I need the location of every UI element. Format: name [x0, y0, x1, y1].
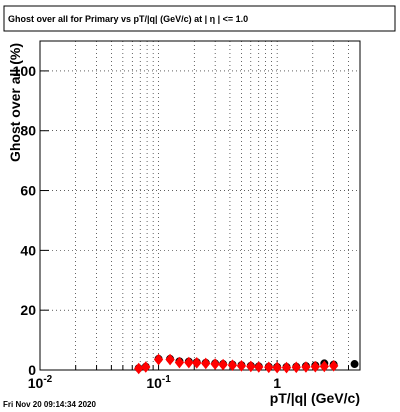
data-point	[141, 361, 151, 373]
data-point	[192, 357, 202, 369]
x-tick-base: 10	[28, 375, 44, 391]
y-tick-label: 0	[28, 362, 36, 378]
x-tick-exponent: -2	[43, 374, 52, 385]
data-point	[264, 361, 274, 374]
data-point	[227, 359, 238, 372]
data-point	[153, 353, 164, 366]
y-tick-label: 40	[20, 242, 36, 258]
y-axis-title: Ghost over all (%)	[7, 43, 23, 162]
data-point	[350, 360, 359, 369]
data-point	[184, 356, 194, 369]
data-point	[210, 358, 220, 370]
data-point	[174, 356, 185, 369]
y-tick-label: 100	[13, 63, 37, 79]
data-point	[319, 360, 329, 373]
data-point	[218, 358, 228, 371]
y-tick-label: 80	[20, 123, 36, 139]
x-tick-label: 10-1	[146, 374, 171, 391]
data-point	[281, 361, 292, 374]
data-point	[291, 361, 301, 374]
x-tick-label: 1	[273, 375, 281, 391]
title-box	[3, 5, 396, 32]
x-tick-exponent: -1	[162, 374, 171, 385]
data-point	[301, 361, 311, 373]
data-point	[329, 360, 339, 372]
data-point	[201, 357, 211, 370]
x-tick-base: 10	[146, 375, 162, 391]
x-tick-label: 10-2	[28, 374, 53, 391]
data-point	[246, 360, 256, 373]
x-axis-title: pT/|q| (GeV/c)	[270, 390, 360, 406]
data-point	[165, 353, 175, 366]
data-point	[272, 361, 282, 374]
footer: Fri Nov 20 09:14:34 2020	[3, 400, 96, 409]
data-point	[254, 361, 264, 373]
data-point	[236, 360, 247, 372]
y-tick-label: 20	[20, 302, 36, 318]
chart-title: Ghost over all for Primary vs pT/|q| (Ge…	[8, 14, 248, 24]
y-tick-label: 60	[20, 183, 36, 199]
data-point	[310, 360, 320, 373]
